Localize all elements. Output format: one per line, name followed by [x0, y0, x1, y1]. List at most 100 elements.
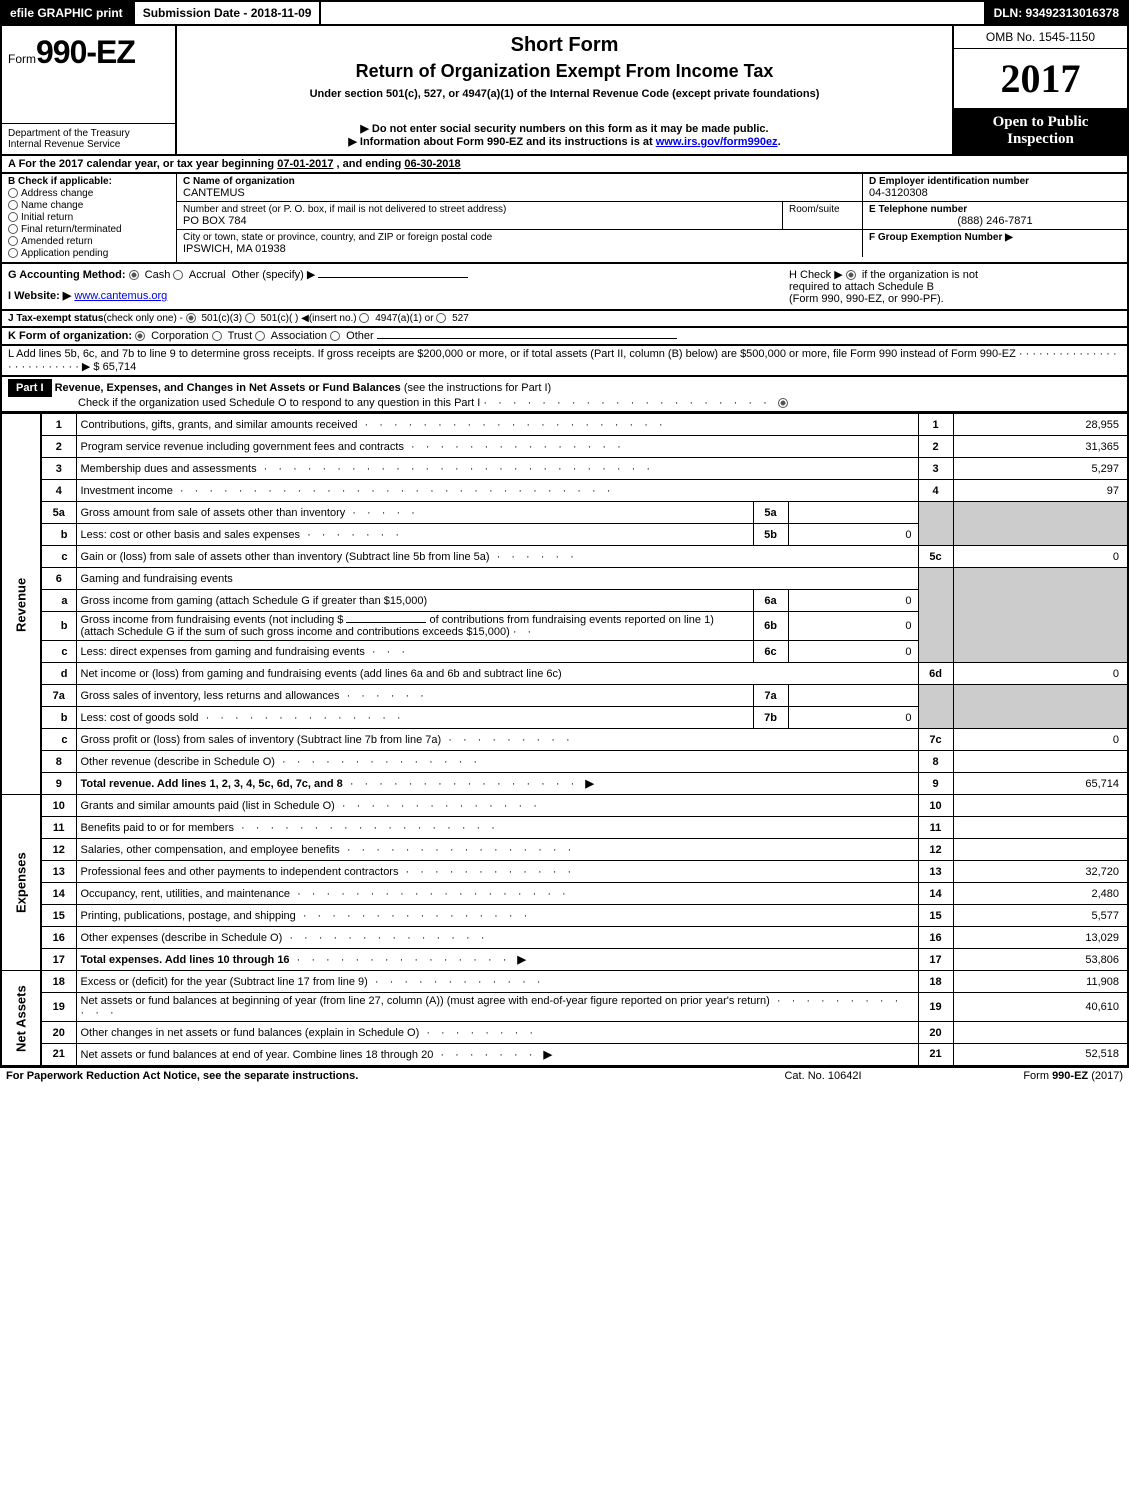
l17-box: 17: [918, 949, 953, 971]
check-accrual[interactable]: [173, 270, 183, 280]
l1-num: 1: [41, 414, 76, 436]
l16-val: 13,029: [953, 927, 1128, 949]
check-trust[interactable]: [212, 331, 222, 341]
l15-val: 5,577: [953, 905, 1128, 927]
side-revenue: Revenue: [1, 414, 41, 795]
tax-year: 2017: [954, 49, 1127, 108]
l5a-subval: [788, 502, 918, 524]
l5b-num: b: [41, 524, 76, 546]
addr-label: Number and street (or P. O. box, if mail…: [183, 204, 776, 215]
other-blank: [318, 277, 468, 278]
check-final-return[interactable]: Final return/terminated: [8, 224, 170, 235]
l20-val: [953, 1022, 1128, 1044]
check-other-org[interactable]: [330, 331, 340, 341]
title-short-form: Short Form: [183, 34, 946, 57]
website-link[interactable]: www.cantemus.org: [74, 290, 167, 302]
l10-val: [953, 795, 1128, 817]
l2-val: 31,365: [953, 436, 1128, 458]
opt-other-org: Other: [346, 330, 374, 342]
l7b-sub: 7b: [753, 707, 788, 729]
l6d-val: 0: [953, 663, 1128, 685]
opt-cash: Cash: [145, 269, 171, 281]
box-g-label: G Accounting Method:: [8, 269, 126, 281]
l16-box: 16: [918, 927, 953, 949]
l19-val: 40,610: [953, 993, 1128, 1022]
year-begin: 07-01-2017: [277, 158, 333, 170]
top-bar: efile GRAPHIC print Submission Date - 20…: [0, 0, 1129, 26]
footer-right-post: (2017): [1088, 1070, 1123, 1082]
check-h[interactable]: [846, 270, 856, 280]
row-city: City or town, state or province, country…: [177, 230, 1127, 257]
l7c-box: 7c: [918, 729, 953, 751]
l1-box: 1: [918, 414, 953, 436]
instr2-pre: ▶ Information about Form 990-EZ and its …: [348, 136, 655, 148]
l14-desc: Occupancy, rent, utilities, and maintena…: [76, 883, 918, 905]
title-return: Return of Organization Exempt From Incom…: [183, 61, 946, 82]
check-initial-return[interactable]: Initial return: [8, 212, 170, 223]
lines-table: Revenue 1 Contributions, gifts, grants, …: [0, 413, 1129, 1067]
check-cash[interactable]: [129, 270, 139, 280]
omb-number: OMB No. 1545-1150: [954, 26, 1127, 49]
form-number: 990-EZ: [36, 34, 135, 70]
l5c-num: c: [41, 546, 76, 568]
l11-box: 11: [918, 817, 953, 839]
check-association[interactable]: [255, 331, 265, 341]
box-l-text: L Add lines 5b, 6c, and 7b to line 9 to …: [8, 348, 1016, 360]
l16-desc: Other expenses (describe in Schedule O) …: [76, 927, 918, 949]
box-k-label: K Form of organization:: [8, 330, 132, 342]
l5c-box: 5c: [918, 546, 953, 568]
check-527[interactable]: [436, 313, 446, 323]
row-address: Number and street (or P. O. box, if mail…: [177, 202, 1127, 230]
opt-address-change: Address change: [21, 188, 93, 199]
l7ab-shade: [918, 685, 953, 729]
box-i: I Website: ▶ www.cantemus.org: [8, 281, 781, 302]
check-amended-return[interactable]: Amended return: [8, 236, 170, 247]
check-corporation[interactable]: [135, 331, 145, 341]
ein-value: 04-3120308: [869, 187, 1121, 199]
l7a-subval: [788, 685, 918, 707]
check-4947[interactable]: [359, 313, 369, 323]
l7b-num: b: [41, 707, 76, 729]
irs-link[interactable]: www.irs.gov/form990ez: [656, 136, 778, 148]
l11-desc: Benefits paid to or for members · · · · …: [76, 817, 918, 839]
check-501c[interactable]: [245, 313, 255, 323]
l21-num: 21: [41, 1044, 76, 1066]
org-name: CANTEMUS: [183, 187, 856, 199]
check-application-pending[interactable]: Application pending: [8, 248, 170, 259]
opt-association: Association: [271, 330, 327, 342]
room-suite: Room/suite: [782, 202, 862, 229]
check-name-change[interactable]: Name change: [8, 200, 170, 211]
check-501c3[interactable]: [186, 313, 196, 323]
box-b: B Check if applicable: Address change Na…: [2, 174, 177, 262]
l20-box: 20: [918, 1022, 953, 1044]
city-value: IPSWICH, MA 01938: [183, 243, 856, 255]
l5b-subval: 0: [788, 524, 918, 546]
subtitle: Under section 501(c), 527, or 4947(a)(1)…: [183, 88, 946, 100]
l17-desc: Total expenses. Add lines 10 through 16 …: [76, 949, 918, 971]
opt-corporation: Corporation: [151, 330, 208, 342]
l6c-num: c: [41, 641, 76, 663]
l5c-desc: Gain or (loss) from sale of assets other…: [76, 546, 918, 568]
open-line2: Inspection: [960, 131, 1121, 148]
l9-val: 65,714: [953, 773, 1128, 795]
l7a-sub: 7a: [753, 685, 788, 707]
box-f: F Group Exemption Number ▶: [862, 230, 1127, 257]
l6c-desc: Less: direct expenses from gaming and fu…: [76, 641, 753, 663]
box-h: H Check ▶ if the organization is not req…: [781, 268, 1121, 305]
box-c-address: Number and street (or P. O. box, if mail…: [177, 202, 782, 229]
l8-box: 8: [918, 751, 953, 773]
l6-desc: Gaming and fundraising events: [76, 568, 918, 590]
l1-val: 28,955: [953, 414, 1128, 436]
check-schedule-o[interactable]: [778, 398, 788, 408]
check-address-change[interactable]: Address change: [8, 188, 170, 199]
form-prefix: Form: [8, 52, 36, 66]
l9-box: 9: [918, 773, 953, 795]
l6-num: 6: [41, 568, 76, 590]
l5b-sub: 5b: [753, 524, 788, 546]
dln-label: DLN: 93492313016378: [984, 0, 1129, 26]
l16-num: 16: [41, 927, 76, 949]
l10-desc: Grants and similar amounts paid (list in…: [76, 795, 918, 817]
l3-desc: Membership dues and assessments · · · · …: [76, 458, 918, 480]
efile-print-button[interactable]: efile GRAPHIC print: [0, 0, 133, 26]
page-footer: For Paperwork Reduction Act Notice, see …: [0, 1067, 1129, 1084]
